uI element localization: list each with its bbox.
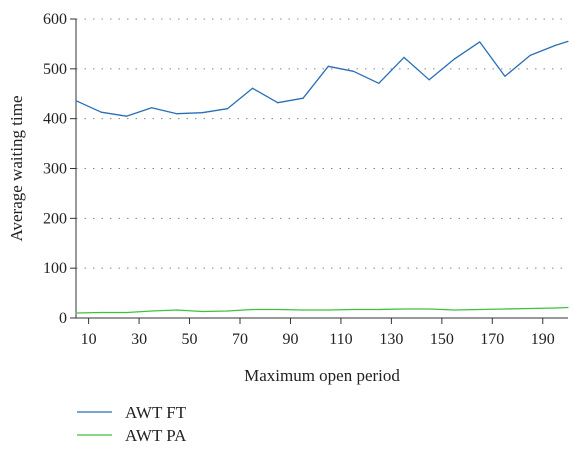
series-line-awt-pa bbox=[75, 306, 569, 314]
data-point-awt-pa-75 bbox=[252, 308, 254, 311]
data-point-awt-ft-45 bbox=[176, 113, 178, 115]
x-tick-label-110: 110 bbox=[329, 331, 352, 348]
data-point-awt-pa-165 bbox=[479, 308, 481, 311]
x-tick-label-170: 170 bbox=[480, 331, 504, 348]
data-point-awt-pa-135 bbox=[403, 308, 405, 310]
data-point-awt-ft-65 bbox=[226, 108, 228, 110]
y-tick-label-0: 0 bbox=[59, 310, 67, 327]
data-point-awt-ft-95 bbox=[302, 97, 304, 99]
legend-label-awt-pa: AWT PA bbox=[125, 426, 187, 445]
y-tick-label-200: 200 bbox=[43, 210, 67, 227]
y-tick-label-100: 100 bbox=[43, 260, 67, 277]
data-point-awt-pa-105 bbox=[327, 309, 329, 311]
data-point-awt-ft-145 bbox=[428, 79, 430, 81]
data-point-awt-ft-155 bbox=[453, 58, 456, 60]
data-point-awt-ft-25 bbox=[125, 115, 128, 117]
x-tick-label-190: 190 bbox=[531, 331, 555, 348]
legend-label-awt-ft: AWT FT bbox=[125, 403, 187, 422]
x-tick-label-150: 150 bbox=[430, 331, 454, 348]
data-point-awt-ft-85 bbox=[277, 102, 279, 104]
data-point-awt-pa-155 bbox=[453, 309, 456, 311]
data-point-awt-pa-35 bbox=[151, 310, 153, 312]
data-point-awt-pa-85 bbox=[277, 308, 279, 311]
x-tick-label-50: 50 bbox=[182, 331, 198, 348]
data-point-awt-pa-45 bbox=[176, 309, 178, 311]
data-point-awt-ft-35 bbox=[151, 107, 153, 109]
data-point-awt-pa-200 bbox=[567, 306, 569, 309]
x-tick-label-10: 10 bbox=[81, 331, 97, 348]
data-point-awt-ft-185 bbox=[529, 54, 531, 56]
data-point-awt-pa-115 bbox=[352, 308, 355, 311]
data-point-awt-ft-15 bbox=[100, 111, 102, 113]
data-point-awt-ft-115 bbox=[352, 70, 355, 72]
data-point-awt-ft-75 bbox=[252, 87, 254, 89]
y-axis-title: Average waiting time bbox=[7, 95, 26, 241]
y-tick-label-400: 400 bbox=[43, 111, 67, 128]
data-point-awt-pa-65 bbox=[226, 310, 228, 312]
data-point-awt-ft-125 bbox=[378, 82, 380, 84]
data-point-awt-pa-125 bbox=[378, 308, 380, 311]
y-tick-label-600: 600 bbox=[43, 11, 67, 28]
data-point-awt-pa-25 bbox=[125, 311, 128, 314]
data-point-awt-ft-55 bbox=[201, 112, 203, 114]
y-tick-label-300: 300 bbox=[43, 161, 67, 178]
data-point-awt-ft-5 bbox=[75, 100, 77, 102]
data-point-awt-ft-165 bbox=[479, 41, 481, 43]
data-point-awt-ft-135 bbox=[403, 56, 405, 58]
series-line-awt-ft bbox=[75, 40, 569, 117]
data-point-awt-pa-5 bbox=[75, 312, 77, 314]
data-point-awt-ft-195 bbox=[554, 44, 556, 47]
axes: 0 100 200 300 400 500 600 10 30 50 70 90 110 130 150 17… bbox=[43, 11, 568, 348]
data-point-awt-ft-200 bbox=[567, 40, 569, 43]
data-point-awt-pa-195 bbox=[554, 307, 556, 309]
series-lines bbox=[75, 40, 569, 314]
x-tick-label-130: 130 bbox=[379, 331, 403, 348]
data-point-awt-pa-95 bbox=[302, 309, 304, 311]
data-point-awt-pa-15 bbox=[100, 311, 102, 314]
data-point-awt-pa-175 bbox=[504, 308, 506, 310]
data-point-awt-pa-185 bbox=[529, 307, 531, 310]
x-axis-title: Maximum open period bbox=[244, 366, 400, 385]
data-point-awt-pa-145 bbox=[428, 308, 430, 310]
x-tick-label-90: 90 bbox=[282, 331, 298, 348]
x-tick-label-70: 70 bbox=[232, 331, 248, 348]
y-tick-label-500: 500 bbox=[43, 61, 67, 78]
data-point-awt-ft-175 bbox=[504, 75, 506, 77]
x-tick-label-30: 30 bbox=[131, 331, 147, 348]
legend: AWT FT AWT PA bbox=[77, 403, 187, 445]
grid bbox=[76, 18, 568, 269]
data-point-awt-ft-105 bbox=[327, 65, 329, 67]
data-point-awt-pa-55 bbox=[201, 310, 203, 313]
